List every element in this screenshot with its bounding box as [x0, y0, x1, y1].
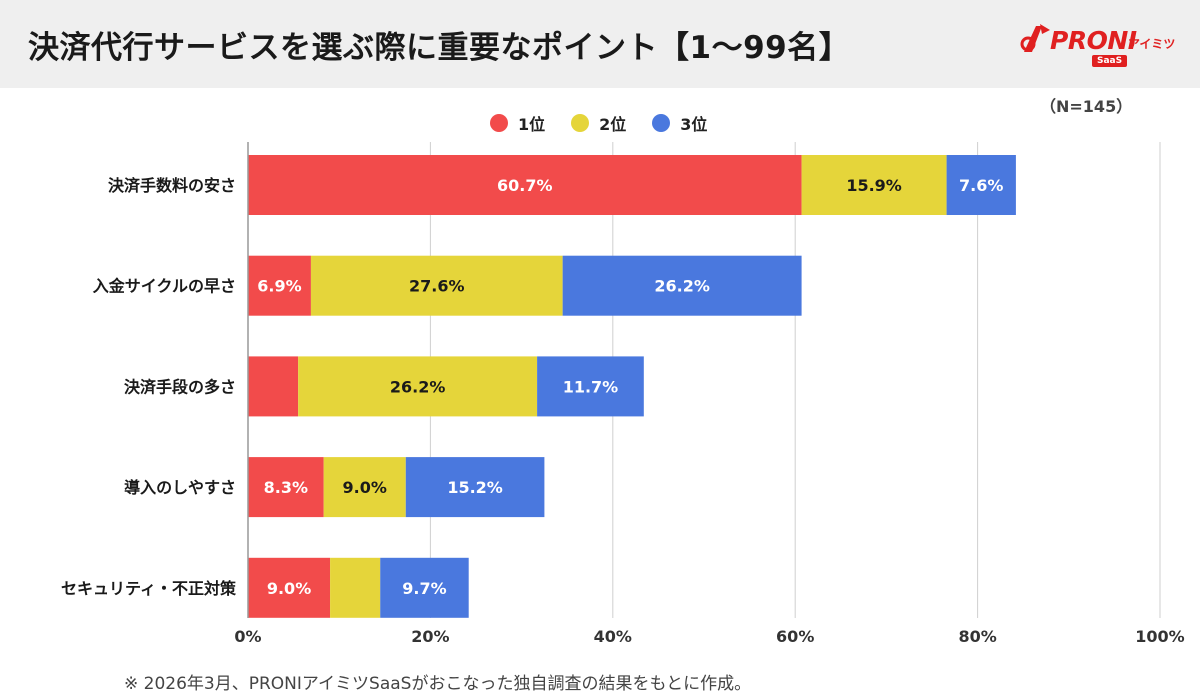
data-label: 60.7% [497, 176, 553, 195]
bar-segment [298, 356, 538, 417]
category-label: 決済手数料の安さ [108, 176, 236, 195]
category-label: セキュリティ・不正対策 [61, 579, 237, 598]
bar-segment [248, 356, 299, 417]
data-label: 6.9% [257, 277, 301, 296]
x-tick-label: 20% [411, 627, 449, 646]
bar-segment [248, 255, 311, 316]
bar-segment [562, 255, 802, 316]
chart-legend: 1位 2位 3位 [490, 112, 707, 134]
data-label: 7.6% [959, 176, 1003, 195]
data-label: 8.3% [264, 478, 308, 497]
brand-logo: PRONI アイミツ SaaS [1020, 22, 1180, 70]
bar-segment [537, 356, 644, 417]
data-label: 9.0% [267, 579, 311, 598]
x-tick-label: 40% [594, 627, 632, 646]
x-tick-label: 60% [776, 627, 814, 646]
logo-brand-text: PRONI [1050, 26, 1137, 55]
bar-segment [310, 255, 563, 316]
legend-swatch-rank1 [490, 114, 508, 132]
bar-segment [248, 155, 802, 215]
x-tick-label: 100% [1135, 627, 1184, 646]
bar-segment [801, 155, 947, 215]
legend-label-rank1: 1位 [518, 115, 546, 134]
category-label: 導入のしやすさ [124, 478, 236, 497]
data-label: 26.2% [654, 277, 710, 296]
data-label: 9.7% [402, 579, 446, 598]
legend-label-rank3: 3位 [680, 115, 708, 134]
sample-size: （N=145） [1040, 97, 1133, 116]
data-label: 11.7% [563, 377, 619, 396]
data-label: 15.9% [846, 176, 902, 195]
category-label: 決済手段の多さ [124, 377, 236, 396]
footnote: ※ 2026年3月、PRONIアイミツSaaSがおこなった独自調査の結果をもとに… [124, 674, 752, 694]
x-tick-label: 80% [958, 627, 996, 646]
bar-segment [248, 557, 331, 618]
stacked-bar-chart: 0% 20% 40% 60% 80% 100% 決済手数料の安さ 60.7% 15.9% 7.6%… [61, 142, 1185, 646]
data-label: 26.2% [390, 377, 446, 396]
header-bar: 決済代行サービスを選ぶ際に重要なポイント【1〜99名】 PRONI アイミツ S… [0, 0, 1200, 88]
bar-segment [380, 557, 469, 618]
legend-item-rank1: 1位 [490, 111, 545, 135]
logo-kana-text: アイミツ [1128, 37, 1176, 51]
data-label: 9.0% [343, 478, 387, 497]
legend-label-rank2: 2位 [599, 115, 627, 134]
page-title: 決済代行サービスを選ぶ際に重要なポイント【1〜99名】 [28, 30, 851, 66]
legend-swatch-rank3 [652, 114, 671, 132]
bar-segment [248, 457, 324, 518]
legend-item-rank2: 2位 [571, 111, 626, 135]
legend-item-rank3: 3位 [652, 111, 707, 135]
bar-segment [323, 457, 406, 518]
category-label: 入金サイクルの早さ [93, 277, 236, 296]
bar-segment [405, 457, 545, 518]
bar-segment [330, 557, 381, 618]
data-label: 15.2% [447, 478, 503, 497]
logo-mark-icon [1020, 24, 1050, 52]
logo-saas-badge: SaaS [1092, 55, 1128, 67]
data-label: 27.6% [409, 277, 465, 296]
legend-swatch-rank2 [571, 114, 590, 132]
bar-segment [946, 155, 1016, 215]
x-tick-label: 0% [234, 627, 261, 646]
